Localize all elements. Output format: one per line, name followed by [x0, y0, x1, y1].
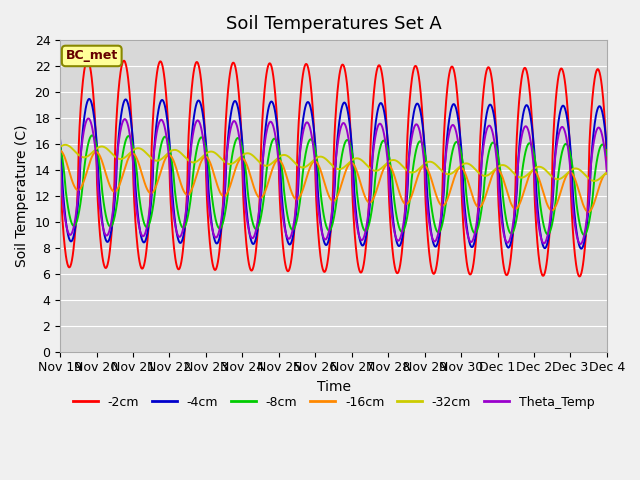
-16cm: [603, 171, 611, 177]
-32cm: [419, 163, 426, 168]
Theta_Temp: [538, 239, 546, 244]
-4cm: [603, 145, 611, 151]
Line: -8cm: -8cm: [60, 135, 607, 235]
-2cm: [538, 272, 546, 278]
-32cm: [61, 142, 69, 148]
-16cm: [490, 169, 497, 175]
-8cm: [490, 140, 498, 146]
-2cm: [575, 274, 583, 279]
-2cm: [419, 115, 426, 121]
-32cm: [165, 150, 173, 156]
-32cm: [538, 165, 546, 170]
-16cm: [56, 147, 64, 153]
-4cm: [165, 131, 173, 137]
-2cm: [603, 170, 611, 176]
Theta_Temp: [165, 153, 173, 159]
Theta_Temp: [577, 241, 584, 247]
-32cm: [591, 178, 598, 184]
-4cm: [86, 96, 93, 102]
-32cm: [179, 151, 186, 157]
-8cm: [56, 143, 64, 148]
Text: BC_met: BC_met: [66, 49, 118, 62]
Legend: -2cm, -4cm, -8cm, -16cm, -32cm, Theta_Temp: -2cm, -4cm, -8cm, -16cm, -32cm, Theta_Te…: [68, 391, 599, 414]
-2cm: [239, 194, 247, 200]
Theta_Temp: [603, 168, 611, 174]
-4cm: [538, 240, 546, 246]
-4cm: [56, 137, 64, 143]
Theta_Temp: [419, 145, 426, 151]
-16cm: [239, 156, 247, 161]
-8cm: [239, 151, 247, 156]
-4cm: [490, 113, 498, 119]
-4cm: [419, 122, 426, 128]
-32cm: [56, 144, 64, 150]
-2cm: [56, 160, 64, 166]
-16cm: [178, 183, 186, 189]
-8cm: [165, 142, 173, 147]
-8cm: [538, 216, 546, 221]
Theta_Temp: [179, 230, 186, 236]
Line: -2cm: -2cm: [60, 60, 607, 276]
Theta_Temp: [84, 116, 92, 121]
Line: -16cm: -16cm: [60, 150, 607, 212]
-2cm: [84, 57, 92, 63]
Theta_Temp: [56, 158, 64, 164]
-4cm: [577, 246, 585, 252]
-8cm: [419, 142, 426, 147]
-8cm: [88, 132, 96, 138]
-32cm: [603, 169, 611, 175]
Theta_Temp: [490, 137, 498, 143]
-16cm: [538, 185, 546, 191]
-32cm: [239, 152, 247, 157]
-8cm: [603, 153, 611, 158]
Line: -4cm: -4cm: [60, 99, 607, 249]
-4cm: [179, 238, 186, 243]
-16cm: [164, 152, 172, 158]
Line: -32cm: -32cm: [60, 145, 607, 181]
X-axis label: Time: Time: [317, 380, 351, 394]
Theta_Temp: [239, 178, 247, 183]
Title: Soil Temperatures Set A: Soil Temperatures Set A: [226, 15, 442, 33]
-16cm: [419, 164, 426, 170]
-2cm: [179, 254, 186, 260]
-8cm: [179, 224, 186, 230]
-4cm: [239, 152, 247, 157]
Y-axis label: Soil Temperature (C): Soil Temperature (C): [15, 125, 29, 267]
-2cm: [490, 96, 498, 102]
-8cm: [580, 232, 588, 238]
-32cm: [490, 168, 498, 173]
Line: Theta_Temp: Theta_Temp: [60, 119, 607, 244]
-2cm: [165, 137, 173, 143]
-16cm: [584, 209, 592, 215]
